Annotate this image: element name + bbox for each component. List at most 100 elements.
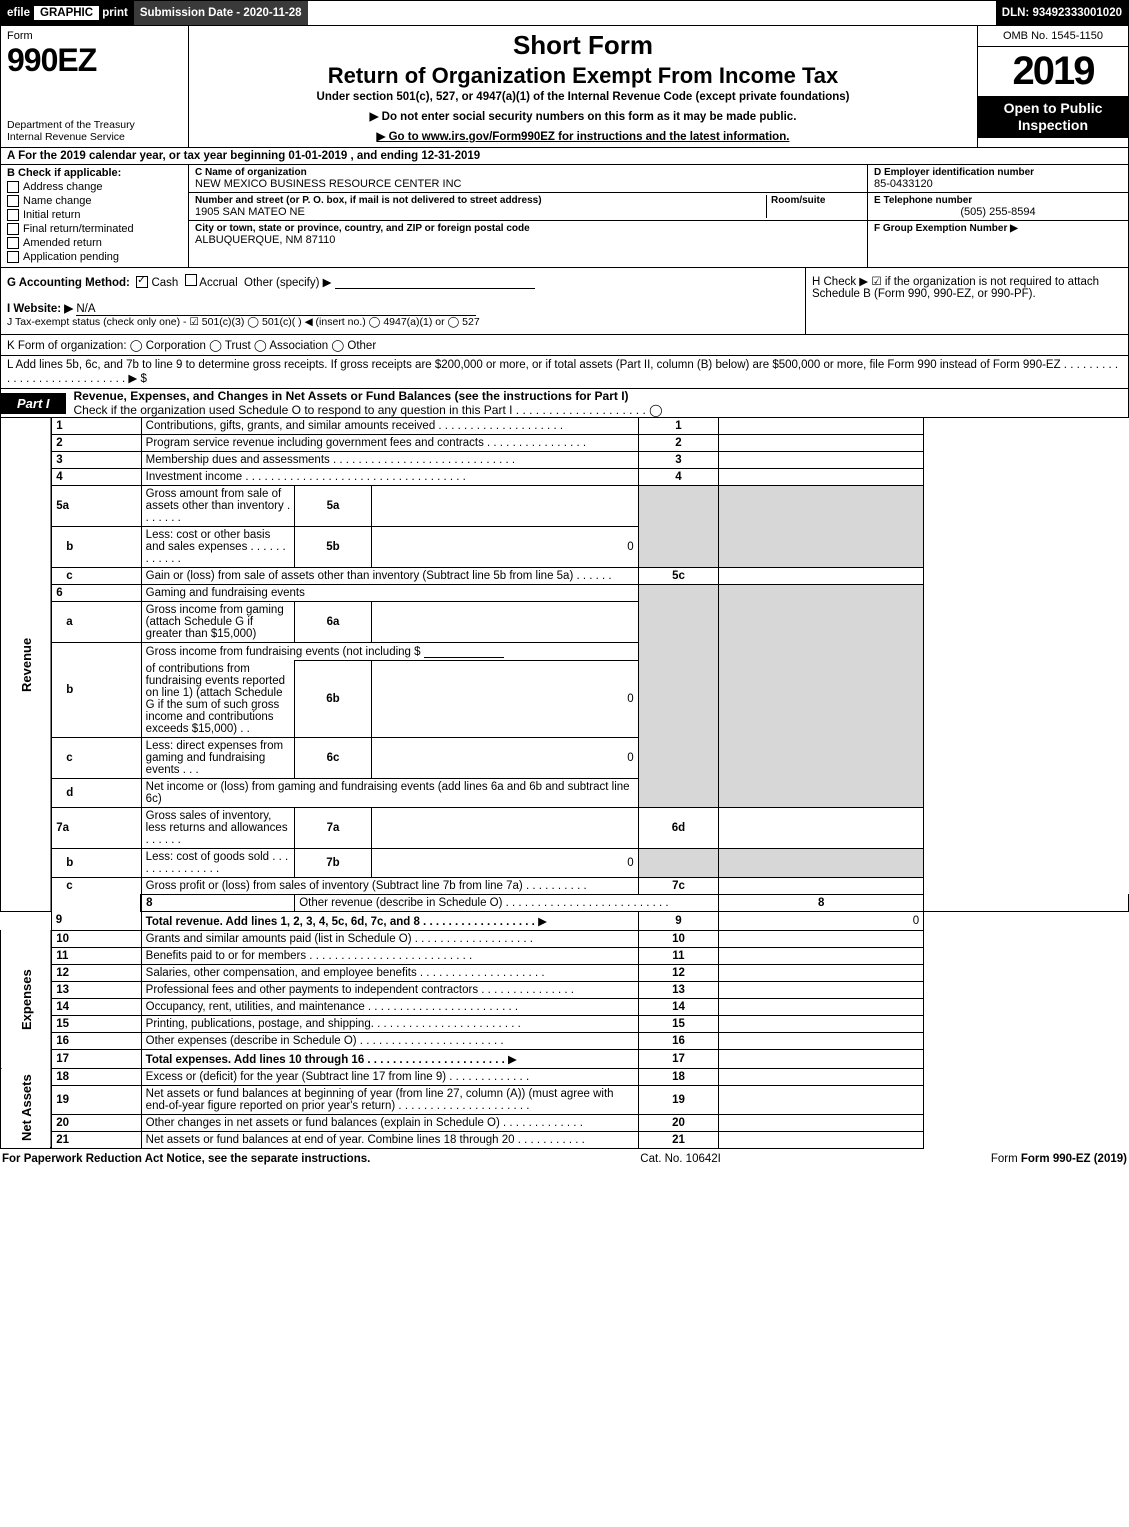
val-6b: 0 <box>371 661 638 738</box>
instr-1: ▶ Do not enter social security numbers o… <box>199 109 967 123</box>
val-14 <box>719 998 924 1015</box>
chk-app-pending[interactable] <box>7 251 19 263</box>
other-method-field[interactable] <box>335 276 535 289</box>
line-k: K Form of organization: ◯ Corporation ◯ … <box>0 335 1129 356</box>
chk-initial-return[interactable] <box>7 209 19 221</box>
row-13: Professional fees and other payments to … <box>141 981 638 998</box>
entity-block: B Check if applicable: Address change Na… <box>0 165 1129 268</box>
c-city: ALBUQUERQUE, NM 87110 <box>195 234 861 246</box>
opt-other: Other (specify) ▶ <box>244 277 331 289</box>
row-14: Occupancy, rent, utilities, and maintena… <box>141 998 638 1015</box>
val-3 <box>719 452 924 469</box>
row-8: Other revenue (describe in Schedule O) .… <box>295 894 719 911</box>
e-label: E Telephone number <box>874 195 1122 206</box>
title-main: Return of Organization Exempt From Incom… <box>199 63 967 89</box>
val-17 <box>719 1049 924 1068</box>
expenses-label: Expenses <box>1 930 52 1068</box>
chk-final-return[interactable] <box>7 223 19 235</box>
row-17: Total expenses. Add lines 10 through 16 … <box>146 1054 505 1066</box>
e-phone: (505) 255-8594 <box>874 206 1122 218</box>
val-6c: 0 <box>371 737 638 778</box>
row-7b: Less: cost of goods sold . . . . . . . .… <box>141 848 295 877</box>
section-c: C Name of organization NEW MEXICO BUSINE… <box>189 165 867 267</box>
val-4 <box>719 469 924 486</box>
print-link[interactable]: print <box>102 7 128 19</box>
val-21 <box>719 1131 924 1148</box>
footer-form: Form 990-EZ (2019) <box>1021 1153 1127 1165</box>
subtitle: Under section 501(c), 527, or 4947(a)(1)… <box>199 91 967 103</box>
submission-date: Submission Date - 2020-11-28 <box>134 1 308 25</box>
row-3: Membership dues and assessments . . . . … <box>141 452 638 469</box>
tax-year: 2019 <box>978 47 1128 96</box>
page-footer: For Paperwork Reduction Act Notice, see … <box>0 1149 1129 1169</box>
row-6a: Gross income from gaming (attach Schedul… <box>141 602 295 643</box>
instr-2: ▶ Go to www.irs.gov/Form990EZ for instru… <box>199 129 967 143</box>
val-9: 0 <box>719 911 924 930</box>
val-10 <box>719 930 924 947</box>
val-11 <box>719 947 924 964</box>
row-1: Contributions, gifts, grants, and simila… <box>141 418 638 435</box>
c-room-label: Room/suite <box>771 195 861 206</box>
val-7a <box>371 807 638 848</box>
c-org-name: NEW MEXICO BUSINESS RESOURCE CENTER INC <box>195 178 861 190</box>
row-6d: Net income or (loss) from gaming and fun… <box>141 778 638 807</box>
chk-name-change[interactable] <box>7 195 19 207</box>
line-a: A For the 2019 calendar year, or tax yea… <box>0 148 1129 165</box>
header-right: OMB No. 1545-1150 2019 Open to Public In… <box>977 26 1128 147</box>
val-20 <box>719 1114 924 1131</box>
dln-label: DLN: 93492333001020 <box>996 1 1128 25</box>
footer-right: Form Form 990-EZ (2019) <box>991 1153 1127 1165</box>
footer-mid: Cat. No. 10642I <box>640 1153 721 1165</box>
header-left: Form 990EZ Department of the Treasury In… <box>1 26 189 147</box>
row-4: Investment income . . . . . . . . . . . … <box>141 469 638 486</box>
open-public: Open to Public Inspection <box>978 96 1128 138</box>
val-8 <box>924 894 1129 911</box>
efile-segment: efile GRAPHIC print <box>1 1 134 25</box>
omb-number: OMB No. 1545-1150 <box>978 26 1128 47</box>
val-5c <box>719 568 924 585</box>
val-19 <box>719 1085 924 1114</box>
top-spacer <box>308 1 996 25</box>
section-h: H Check ▶ ☑ if the organization is not r… <box>805 268 1128 334</box>
chk-accrual[interactable] <box>185 274 197 286</box>
section-b-checklist: Address change Name change Initial retur… <box>7 181 182 263</box>
row-19: Net assets or fund balances at beginning… <box>141 1085 638 1114</box>
section-def: D Employer identification number 85-0433… <box>867 165 1128 267</box>
field-6b-amount[interactable] <box>424 645 504 658</box>
row-7c: Gross profit or (loss) from sales of inv… <box>141 877 638 894</box>
form-header: Form 990EZ Department of the Treasury In… <box>0 26 1129 148</box>
chk-cash[interactable] <box>136 276 148 288</box>
opt-accrual: Accrual <box>199 277 237 289</box>
row-20: Other changes in net assets or fund bala… <box>141 1114 638 1131</box>
d-ein: 85-0433120 <box>874 178 1122 190</box>
lbl-app-pending: Application pending <box>23 251 119 263</box>
row-15: Printing, publications, postage, and shi… <box>141 1015 638 1032</box>
title-short: Short Form <box>199 30 967 61</box>
val-2 <box>719 435 924 452</box>
lbl-final-return: Final return/terminated <box>23 223 134 235</box>
chk-amended[interactable] <box>7 237 19 249</box>
val-7b: 0 <box>371 848 638 877</box>
row-5c: Gain or (loss) from sale of assets other… <box>141 568 638 585</box>
row-6c: Less: direct expenses from gaming and fu… <box>141 737 295 778</box>
instr-2-text[interactable]: ▶ Go to www.irs.gov/Form990EZ for instru… <box>377 131 790 143</box>
row-6b1: Gross income from fundraising events (no… <box>146 646 421 658</box>
val-7c <box>719 877 924 894</box>
row-12: Salaries, other compensation, and employ… <box>141 964 638 981</box>
i-label: I Website: ▶ <box>7 303 73 315</box>
irs-label: Internal Revenue Service <box>7 131 125 143</box>
row-10: Grants and similar amounts paid (list in… <box>141 930 638 947</box>
row-18: Excess or (deficit) for the year (Subtra… <box>141 1068 638 1085</box>
footer-left: For Paperwork Reduction Act Notice, see … <box>2 1153 370 1165</box>
row-5a: Gross amount from sale of assets other t… <box>141 486 295 527</box>
c-street: 1905 SAN MATEO NE <box>195 206 305 218</box>
c-city-label: City or town, state or province, country… <box>195 223 861 234</box>
dept-treasury: Department of the Treasury <box>7 119 135 131</box>
row-7a: Gross sales of inventory, less returns a… <box>141 807 295 848</box>
website-val: N/A <box>76 303 476 316</box>
lbl-name-change: Name change <box>23 195 92 207</box>
val-5b: 0 <box>371 527 638 568</box>
header-middle: Short Form Return of Organization Exempt… <box>189 26 977 147</box>
part1-header: Part I Revenue, Expenses, and Changes in… <box>0 389 1129 418</box>
chk-address-change[interactable] <box>7 181 19 193</box>
